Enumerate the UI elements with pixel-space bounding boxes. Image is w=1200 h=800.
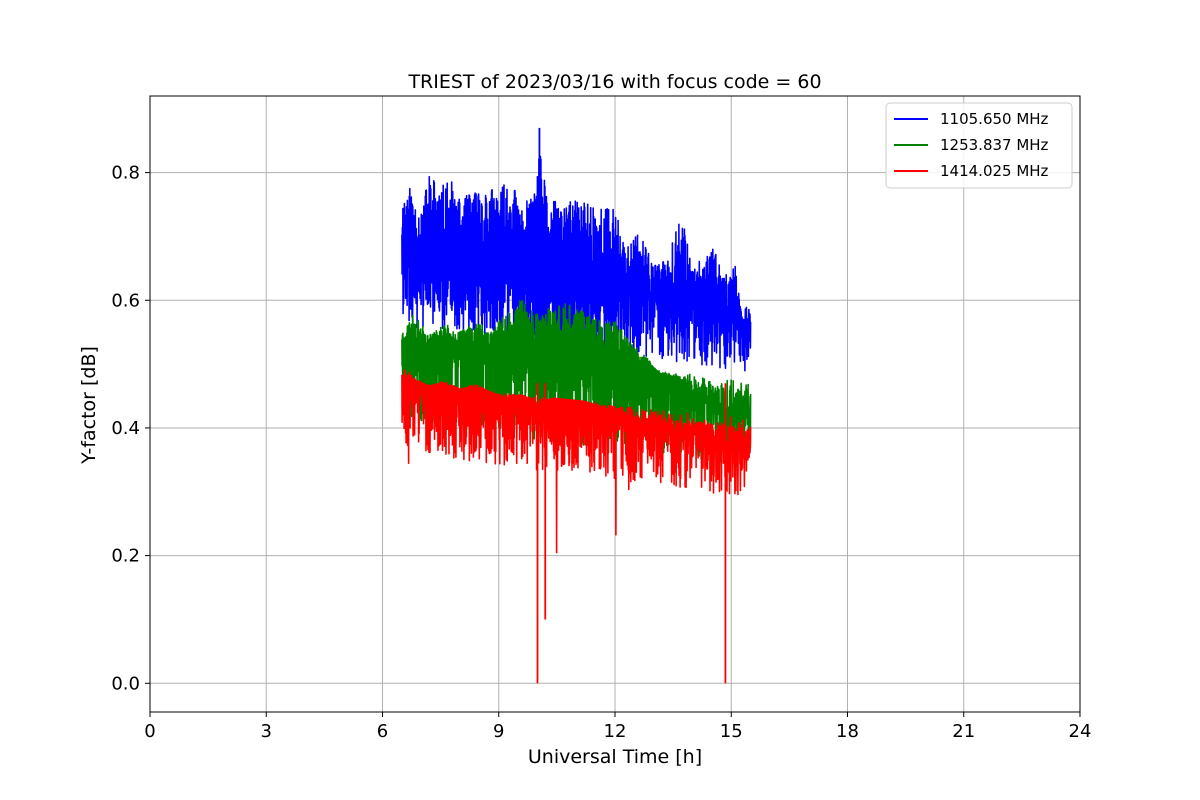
x-tick-label: 6 [377,721,388,742]
y-tick-label: 0.4 [111,418,140,439]
x-tick-label: 21 [952,721,975,742]
x-tick-label: 24 [1069,721,1092,742]
x-tick-label: 15 [720,721,743,742]
legend-label-1105: 1105.650 MHz [940,110,1049,128]
x-axis-label: Universal Time [h] [528,746,702,768]
legend-box [885,102,1073,189]
legend-label-1253: 1253.837 MHz [940,136,1049,154]
series-line-0 [401,155,752,372]
axis-ticks: 0 3 6 9 12 15 18 21 24 0.0 0.2 0.4 0.6 0.8 [111,163,1091,742]
series-line-1 [401,300,752,463]
chart-title: TRIEST of 2023/03/16 with focus code = 6… [407,71,821,93]
x-tick-label: 9 [493,721,504,742]
x-tick-label: 12 [604,721,627,742]
legend-label-1414: 1414.025 MHz [940,162,1049,180]
x-tick-label: 3 [261,721,272,742]
legend: 1105.650 MHz 1253.837 MHz 1414.025 MHz [885,102,1073,189]
y-tick-label: 0.0 [111,673,140,694]
y-tick-label: 0.6 [111,290,140,311]
series-lines [401,127,752,684]
x-tick-label: 18 [836,721,859,742]
y-tick-label: 0.8 [111,163,140,184]
x-tick-label: 0 [144,721,155,742]
y-axis-label: Y-factor [dB] [78,346,100,465]
y-tick-label: 0.2 [111,546,140,567]
series-line-2 [401,369,752,554]
